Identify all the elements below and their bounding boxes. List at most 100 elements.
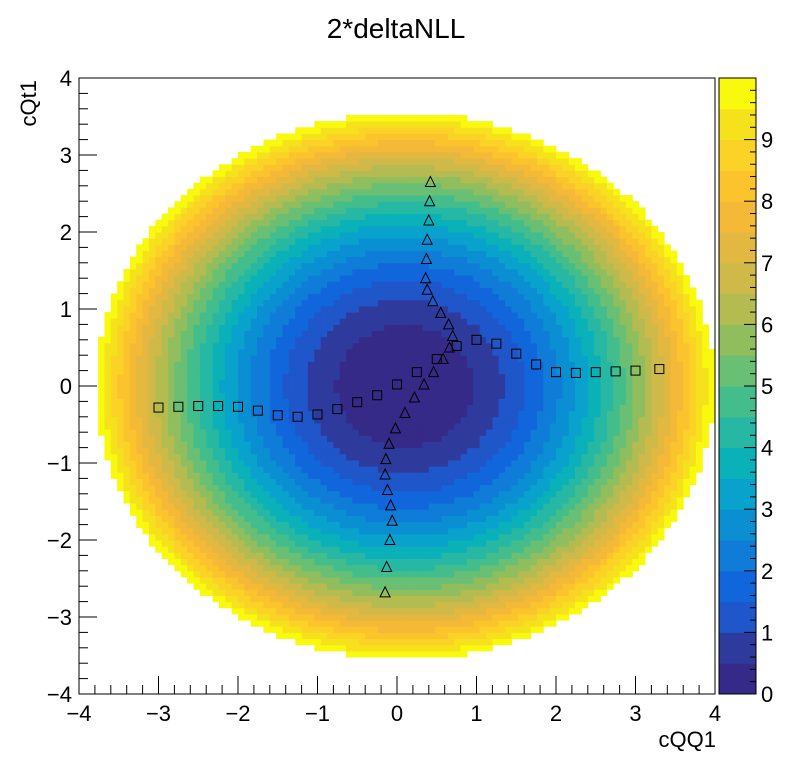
heatmap-cell [498, 595, 506, 603]
heatmap-cell [428, 164, 436, 171]
heatmap-cell [295, 355, 303, 362]
heatmap-cell [269, 570, 277, 578]
heatmap-cell [117, 330, 125, 338]
heatmap-cell [104, 361, 112, 369]
heatmap-cell [218, 453, 226, 461]
heatmap-cell [136, 287, 144, 295]
heatmap-cell [466, 564, 474, 572]
heatmap-cell [123, 336, 131, 344]
heatmap-cell [263, 521, 271, 529]
heatmap-cell [365, 342, 373, 350]
heatmap-cell [486, 330, 493, 338]
heatmap-cell [397, 256, 404, 264]
heatmap-cell [314, 139, 322, 147]
heatmap-cell [238, 533, 245, 541]
heatmap-cell [244, 355, 252, 362]
heatmap-cell [454, 176, 462, 184]
heatmap-cell [428, 127, 436, 134]
heatmap-cell [473, 121, 481, 128]
heatmap-cell [384, 601, 392, 609]
heatmap-cell [473, 509, 481, 516]
heatmap-cell [428, 201, 436, 208]
heatmap-cell [365, 410, 373, 418]
heatmap-cell [136, 392, 144, 399]
heatmap-cell [206, 201, 214, 208]
heatmap-cell [441, 650, 449, 658]
heatmap-cell [148, 435, 156, 442]
heatmap-cell [371, 201, 379, 208]
heatmap-cell [295, 626, 303, 633]
heatmap-cell [492, 595, 500, 603]
heatmap-cell [422, 521, 430, 529]
heatmap-cell [371, 219, 379, 227]
heatmap-cell [422, 466, 430, 473]
heatmap-cell [352, 164, 360, 171]
heatmap-cell [511, 268, 519, 276]
heatmap-cell [428, 404, 436, 412]
heatmap-cell [104, 349, 112, 356]
heatmap-cell [492, 564, 500, 572]
heatmap-cell [466, 453, 474, 461]
heatmap-cell [244, 151, 252, 159]
heatmap-cell [409, 422, 417, 430]
heatmap-cell [371, 275, 379, 282]
heatmap-cell [441, 330, 449, 338]
heatmap-cell [225, 576, 233, 584]
heatmap-cell [505, 299, 512, 307]
heatmap-cell [212, 472, 220, 479]
heatmap-cell [409, 342, 417, 350]
heatmap-cell [193, 435, 201, 442]
heatmap-cell [422, 392, 430, 399]
heatmap-cell [409, 632, 417, 640]
heatmap-cell [257, 293, 264, 301]
heatmap-cell [161, 447, 169, 455]
heatmap-cell [377, 515, 385, 523]
heatmap-cell [422, 626, 430, 633]
heatmap-cell [422, 429, 430, 436]
heatmap-cell [269, 361, 277, 369]
heatmap-cell [384, 632, 392, 640]
heatmap-cell [505, 151, 512, 159]
heatmap-cell [435, 281, 443, 288]
heatmap-cell [218, 552, 226, 559]
heatmap-cell [384, 533, 392, 541]
heatmap-cell [257, 515, 264, 523]
heatmap-cell [454, 201, 462, 208]
heatmap-cell [511, 453, 519, 461]
heatmap-cell [231, 533, 239, 541]
heatmap-cell [193, 238, 201, 245]
heatmap-cell [346, 256, 353, 264]
heatmap-cell [320, 564, 328, 572]
heatmap-cell [225, 256, 233, 264]
heatmap-cell [511, 342, 519, 350]
heatmap-cell [352, 459, 360, 467]
heatmap-cell [276, 268, 284, 276]
heatmap-cell [174, 299, 182, 307]
heatmap-cell [327, 404, 334, 412]
heatmap-cell [409, 490, 417, 498]
heatmap-cell [225, 552, 233, 559]
heatmap-cell [498, 527, 506, 535]
heatmap-cell [218, 509, 226, 516]
heatmap-cell [148, 250, 156, 258]
heatmap-cell [238, 342, 245, 350]
heatmap-cell [422, 244, 430, 251]
heatmap-cell [276, 244, 284, 251]
heatmap-cell [384, 158, 392, 165]
heatmap-cell [193, 540, 201, 547]
heatmap-cell [225, 164, 233, 171]
heatmap-cell [301, 250, 309, 258]
heatmap-cell [371, 595, 379, 603]
heatmap-cell [225, 312, 233, 319]
heatmap-cell [454, 441, 462, 449]
heatmap-cell [486, 503, 493, 510]
heatmap-cell [441, 583, 449, 590]
heatmap-cell [307, 503, 315, 510]
heatmap-cell [428, 275, 436, 282]
heatmap-cell [454, 484, 462, 492]
heatmap-cell [244, 564, 252, 572]
heatmap-cell [231, 275, 239, 282]
heatmap-cell [238, 170, 245, 178]
heatmap-cell [225, 379, 233, 387]
heatmap-cell [218, 281, 226, 288]
